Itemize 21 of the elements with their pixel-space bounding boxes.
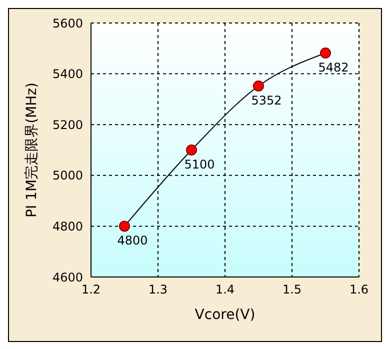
point [186,144,197,156]
point [253,80,264,92]
y-tick-label: 5600 [52,16,83,30]
x-tick-label: 1.2 [81,282,101,297]
y-tick-label: 5400 [52,67,83,82]
x-tick-label: 1.6 [349,282,369,297]
y-tick-label: 5200 [52,118,83,132]
y-axis-title: PI 1M完走限界(MHz) [24,82,40,218]
data-label: 4800 [117,234,148,248]
x-axis-title: Vcore(V) [194,307,256,323]
y-tick-label: 5000 [52,168,83,183]
x-tick-label: 1.5 [282,282,302,297]
data-label: 5100 [184,158,215,172]
data-label: 5482 [318,60,349,74]
x-tick-label: 1.4 [215,282,235,297]
point [119,220,130,232]
point [320,47,331,58]
x-tick-label: 1.3 [148,282,168,297]
data-label: 5352 [251,94,282,108]
y-tick-label: 4800 [52,219,83,234]
y-tick-label: 4600 [52,270,83,284]
